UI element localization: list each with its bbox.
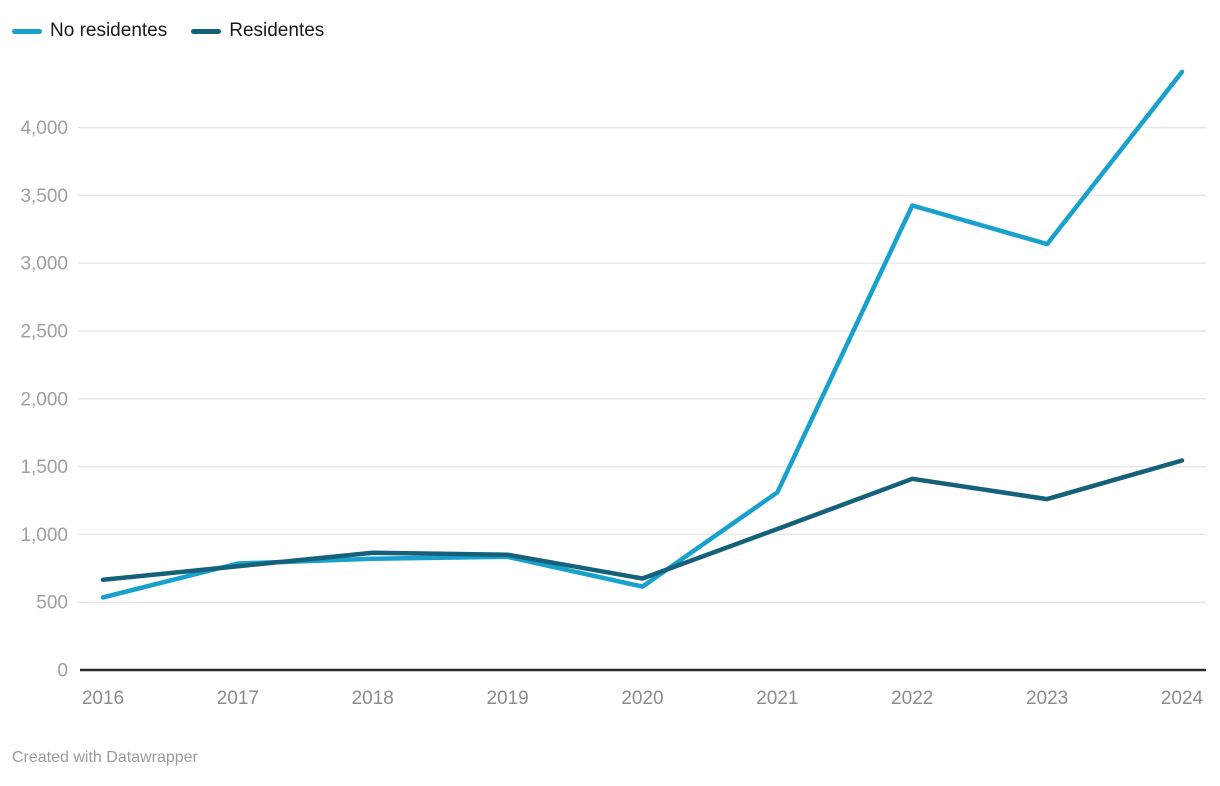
chart-svg: 0 500 1,000 1,500 2,000 2,500 3,000 3,500 4,000 2… (20, 69, 1206, 709)
legend-item-no-residentes: No residentes (12, 18, 167, 44)
x-tick-label: 2021 (756, 688, 798, 709)
y-tick-label: 3,500 (20, 186, 68, 207)
x-tick-label: 2023 (1026, 688, 1068, 709)
y-tick-label: 500 (36, 593, 68, 614)
y-tick-label: 2,000 (20, 389, 68, 410)
x-tick-label: 2024 (1161, 688, 1204, 709)
x-tick-label: 2016 (82, 688, 124, 709)
legend-label: Residentes (229, 20, 325, 41)
y-tick-label: 3,000 (20, 254, 68, 275)
series-line-residentes (100, 458, 1185, 583)
x-tick-label: 2020 (621, 688, 663, 709)
series-line-no-residentes (100, 69, 1185, 600)
legend-label: No residentes (50, 20, 168, 41)
y-tick-label: 1,500 (20, 457, 68, 478)
line-swatch-icon (12, 28, 42, 34)
chart-plot-area: 0 500 1,000 1,500 2,000 2,500 3,000 3,500 4,000 2… (20, 69, 1206, 709)
datawrapper-credit: Created with Datawrapper (12, 749, 198, 766)
y-tick-label: 1,000 (20, 525, 68, 546)
line-swatch-icon (191, 28, 222, 34)
y-tick-label: 2,500 (20, 321, 68, 342)
y-tick-label: 0 (57, 661, 68, 682)
x-tick-label: 2017 (217, 688, 259, 709)
x-tick-label: 2022 (891, 688, 933, 709)
legend: No residentes Residentes (12, 18, 324, 44)
x-tick-label: 2019 (486, 688, 528, 709)
legend-item-residentes: Residentes (191, 18, 324, 44)
y-tick-label: 4,000 (20, 118, 68, 139)
x-tick-label: 2018 (352, 688, 394, 709)
